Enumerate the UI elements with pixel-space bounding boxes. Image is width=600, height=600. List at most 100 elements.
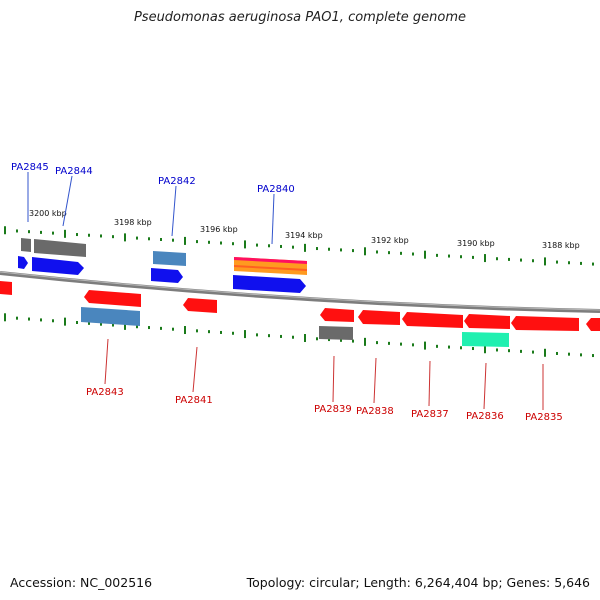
minor-tick <box>208 240 210 244</box>
major-tick <box>244 240 246 249</box>
gene-label-pa2839[interactable]: PA2839 <box>314 404 352 415</box>
gene-feature-gray[interactable] <box>319 326 353 340</box>
minor-tick <box>376 250 378 254</box>
minor-tick <box>508 349 510 353</box>
gene-label-pa2843[interactable]: PA2843 <box>86 387 124 398</box>
minor-tick <box>460 346 462 350</box>
major-tick <box>244 330 246 339</box>
minor-tick <box>328 247 330 251</box>
scale-label: 3200 kbp <box>29 209 67 218</box>
gene-feature-blue[interactable] <box>18 256 28 269</box>
minor-tick <box>148 237 150 241</box>
minor-tick <box>568 261 570 265</box>
gene-feature-blue[interactable] <box>151 268 183 283</box>
gene-label-pa2845[interactable]: PA2845 <box>11 162 49 173</box>
gene-label-pa2841[interactable]: PA2841 <box>175 395 213 406</box>
scale-label: 3192 kbp <box>371 236 409 245</box>
minor-tick <box>532 350 534 354</box>
minor-tick <box>136 325 138 329</box>
minor-tick <box>352 339 354 343</box>
minor-tick <box>172 238 174 242</box>
major-tick <box>484 254 486 263</box>
gene-feature-red[interactable] <box>358 310 400 325</box>
minor-tick <box>76 320 78 324</box>
minor-tick <box>40 318 42 322</box>
minor-tick <box>28 230 30 234</box>
gene-feature-blue[interactable] <box>233 275 306 293</box>
minor-tick <box>328 338 330 342</box>
accession-text: Accession: NC_002516 <box>10 575 153 590</box>
gene-label-pa2840[interactable]: PA2840 <box>257 184 295 195</box>
major-tick <box>364 337 366 346</box>
major-tick <box>424 341 426 350</box>
minor-tick <box>40 230 42 234</box>
top-strand-features <box>18 238 307 293</box>
minor-tick <box>256 333 258 337</box>
minor-tick <box>472 347 474 351</box>
scale-label: 3196 kbp <box>200 225 238 234</box>
gene-label-pa2844[interactable]: PA2844 <box>55 166 93 177</box>
callout-lines <box>27 172 544 410</box>
minor-tick <box>448 345 450 349</box>
minor-tick <box>532 259 534 263</box>
minor-tick <box>88 233 90 237</box>
gene-feature-teal[interactable] <box>462 332 509 347</box>
minor-tick <box>556 260 558 264</box>
genome-backbone-highlight <box>0 271 600 311</box>
gene-feature-steel[interactable] <box>81 307 140 326</box>
minor-tick <box>160 237 162 241</box>
gene-label-pa2842[interactable]: PA2842 <box>158 176 196 187</box>
gene-feature-red[interactable] <box>586 318 600 331</box>
tick-track-bottom <box>4 313 594 358</box>
major-tick <box>544 257 546 266</box>
minor-tick <box>52 231 54 235</box>
scale-label: 3188 kbp <box>542 241 580 250</box>
gene-feature-gray[interactable] <box>21 238 31 252</box>
gene-feature-red[interactable] <box>402 312 463 328</box>
gene-label-pa2838[interactable]: PA2838 <box>356 406 394 417</box>
minor-tick <box>460 255 462 259</box>
minor-tick <box>508 257 510 261</box>
gene-feature-red[interactable] <box>183 298 217 313</box>
minor-tick <box>376 341 378 345</box>
minor-tick <box>208 330 210 334</box>
minor-tick <box>232 242 234 246</box>
gene-labels-bottom: PA2843 PA2841 PA2839 PA2838 PA2837 PA283… <box>86 387 563 423</box>
minor-tick <box>580 261 582 265</box>
gene-feature-gray[interactable] <box>34 239 86 257</box>
gene-feature-blue[interactable] <box>32 257 84 275</box>
minor-tick <box>436 344 438 348</box>
minor-tick <box>340 338 342 342</box>
gene-feature-red[interactable] <box>84 290 141 307</box>
minor-tick <box>268 334 270 338</box>
minor-tick <box>280 334 282 338</box>
minor-tick <box>388 251 390 255</box>
gene-label-pa2836[interactable]: PA2836 <box>466 411 504 422</box>
minor-tick <box>76 233 78 237</box>
gene-label-pa2837[interactable]: PA2837 <box>411 409 449 420</box>
scale-label: 3190 kbp <box>457 239 495 248</box>
gene-label-pa2835[interactable]: PA2835 <box>525 412 563 423</box>
gene-feature-steel[interactable] <box>153 251 186 266</box>
minor-tick <box>520 349 522 353</box>
major-tick <box>484 345 486 354</box>
major-tick <box>124 233 126 242</box>
gene-feature-red[interactable] <box>511 316 579 331</box>
minor-tick <box>436 253 438 257</box>
minor-tick <box>172 327 174 331</box>
minor-tick <box>496 257 498 261</box>
gene-feature-red[interactable] <box>464 314 510 329</box>
minor-tick <box>232 331 234 335</box>
minor-tick <box>400 342 402 346</box>
major-tick <box>4 313 6 322</box>
minor-tick <box>52 319 54 323</box>
minor-tick <box>100 234 102 238</box>
minor-tick <box>256 243 258 247</box>
minor-tick <box>196 240 198 244</box>
gene-feature-red[interactable] <box>0 281 12 295</box>
tick-track-top <box>4 226 594 266</box>
gene-feature-red[interactable] <box>320 308 354 322</box>
major-tick <box>424 250 426 259</box>
minor-tick <box>340 248 342 252</box>
